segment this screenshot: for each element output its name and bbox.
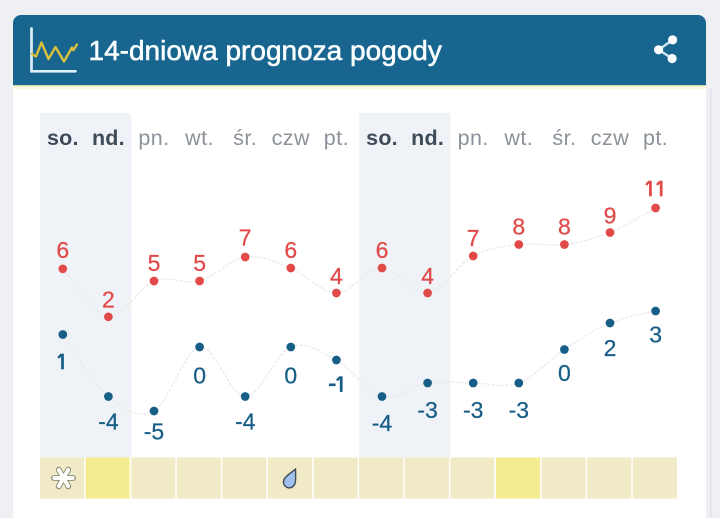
svg-text:so.: so. [47, 126, 79, 150]
svg-text:-5: -5 [144, 419, 164, 445]
svg-text:2: 2 [604, 335, 617, 361]
svg-text:wt.: wt. [503, 126, 533, 150]
svg-text:czw: czw [272, 126, 310, 150]
svg-text:14-dniowa prognoza pogody: 14-dniowa prognoza pogody [89, 35, 442, 66]
svg-text:-4: -4 [98, 409, 119, 435]
svg-text:pt.: pt. [324, 126, 349, 150]
svg-text:śr.: śr. [233, 126, 257, 150]
svg-text:6: 6 [56, 237, 69, 263]
svg-text:nd.: nd. [411, 126, 444, 150]
svg-text:8: 8 [558, 214, 571, 240]
svg-text:-3: -3 [417, 397, 437, 423]
svg-text:5: 5 [193, 250, 206, 276]
svg-text:3: 3 [649, 322, 662, 348]
svg-text:6: 6 [284, 237, 297, 263]
svg-text:pt.: pt. [643, 126, 668, 150]
svg-text:0: 0 [284, 362, 297, 388]
svg-text:5: 5 [148, 250, 161, 276]
svg-text:wt.: wt. [184, 126, 214, 150]
svg-text:so.: so. [366, 126, 398, 150]
svg-text:2: 2 [102, 287, 115, 313]
svg-text:pn.: pn. [138, 126, 169, 150]
svg-text:9: 9 [604, 203, 617, 229]
svg-text:czw: czw [591, 126, 629, 150]
svg-text:pn.: pn. [458, 126, 489, 150]
svg-text:8: 8 [512, 214, 525, 240]
svg-text:0: 0 [558, 360, 571, 386]
svg-text:6: 6 [376, 237, 389, 263]
svg-text:7: 7 [467, 225, 480, 251]
svg-text:7: 7 [239, 225, 252, 251]
svg-text:0: 0 [193, 362, 206, 388]
svg-text:-3: -3 [509, 397, 529, 423]
svg-text:śr.: śr. [552, 126, 576, 150]
svg-text:-3: -3 [463, 397, 483, 423]
svg-text:nd.: nd. [92, 126, 125, 150]
svg-text:-4: -4 [372, 410, 393, 436]
svg-text:-4: -4 [235, 409, 256, 435]
svg-text:4: 4 [330, 263, 343, 289]
svg-text:4: 4 [421, 263, 434, 289]
